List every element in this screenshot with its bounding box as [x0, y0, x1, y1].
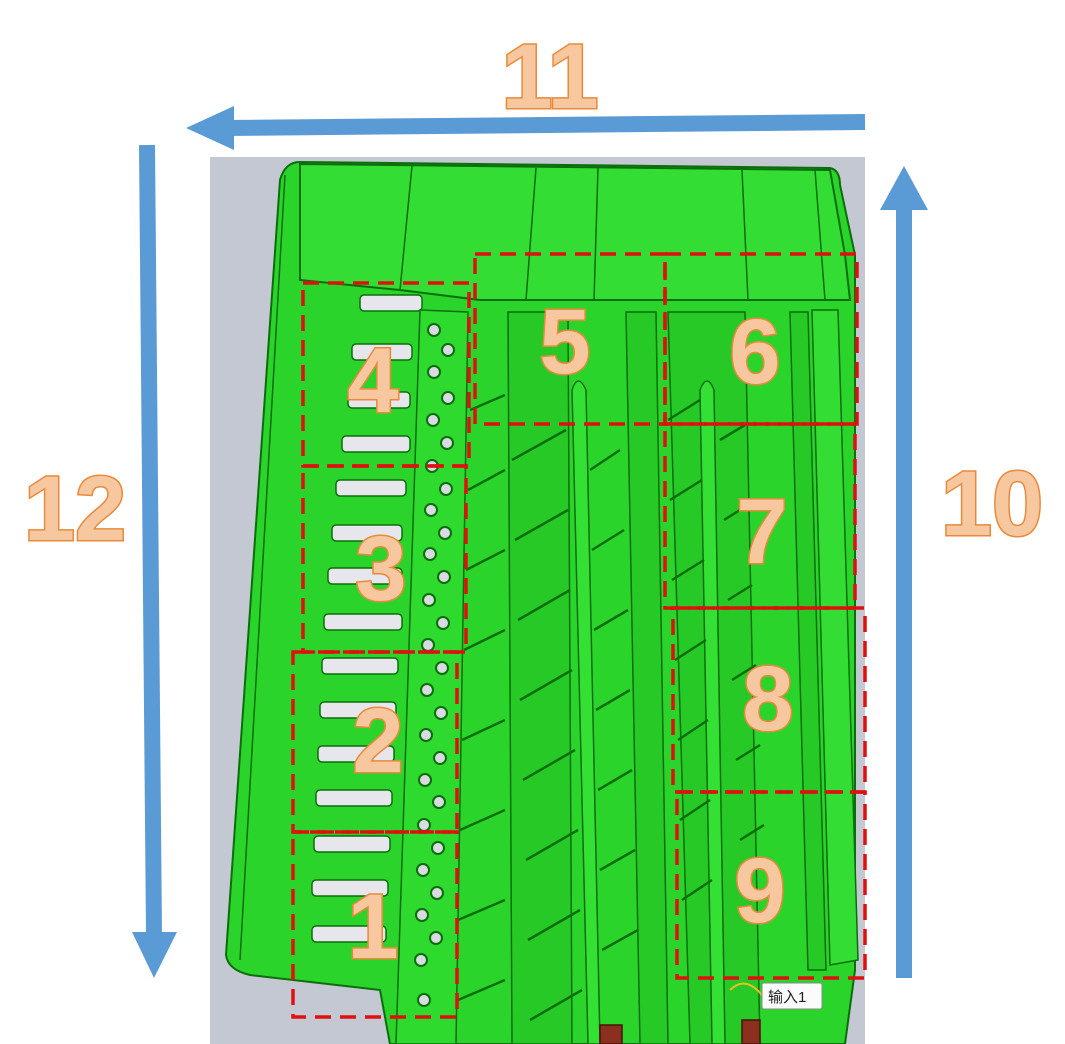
hole-pattern: [414, 323, 455, 1007]
arrow-label-10: 10: [941, 453, 1043, 555]
zone-label-2: 2: [352, 690, 403, 792]
zone-label-5: 5: [539, 291, 590, 393]
zone-box-4: [301, 281, 471, 468]
zone-label-9: 9: [734, 840, 785, 942]
plate-top-band: [299, 162, 852, 301]
cooling-plate-model: [224, 160, 859, 1044]
zone-label-6: 6: [729, 301, 780, 403]
tooltip-text: 输入1: [768, 989, 806, 1006]
zone-label-3: 3: [355, 518, 406, 620]
zone-box-6: [663, 252, 859, 426]
input-tooltip: 输入1: [729, 982, 823, 1010]
slot-column: [311, 294, 423, 943]
arrow-10: [880, 166, 928, 978]
flow-channels: [507, 309, 859, 1044]
arrow-11: [186, 106, 866, 150]
arrow-12: [132, 144, 177, 978]
arrow-label-12: 12: [24, 458, 126, 560]
zone-label-1: 1: [347, 876, 398, 978]
channel-ribs: [457, 393, 765, 1022]
zone-label-8: 8: [742, 648, 793, 750]
zone-boxes: [291, 252, 867, 1019]
zone-label-7: 7: [736, 481, 787, 583]
bottom-pipes: [599, 1019, 761, 1044]
zone-box-8: [671, 606, 867, 794]
zone-box-9: [675, 790, 867, 980]
zone-label-4: 4: [347, 330, 398, 432]
arrow-label-11: 11: [501, 26, 598, 128]
zone-box-7: [663, 422, 857, 610]
